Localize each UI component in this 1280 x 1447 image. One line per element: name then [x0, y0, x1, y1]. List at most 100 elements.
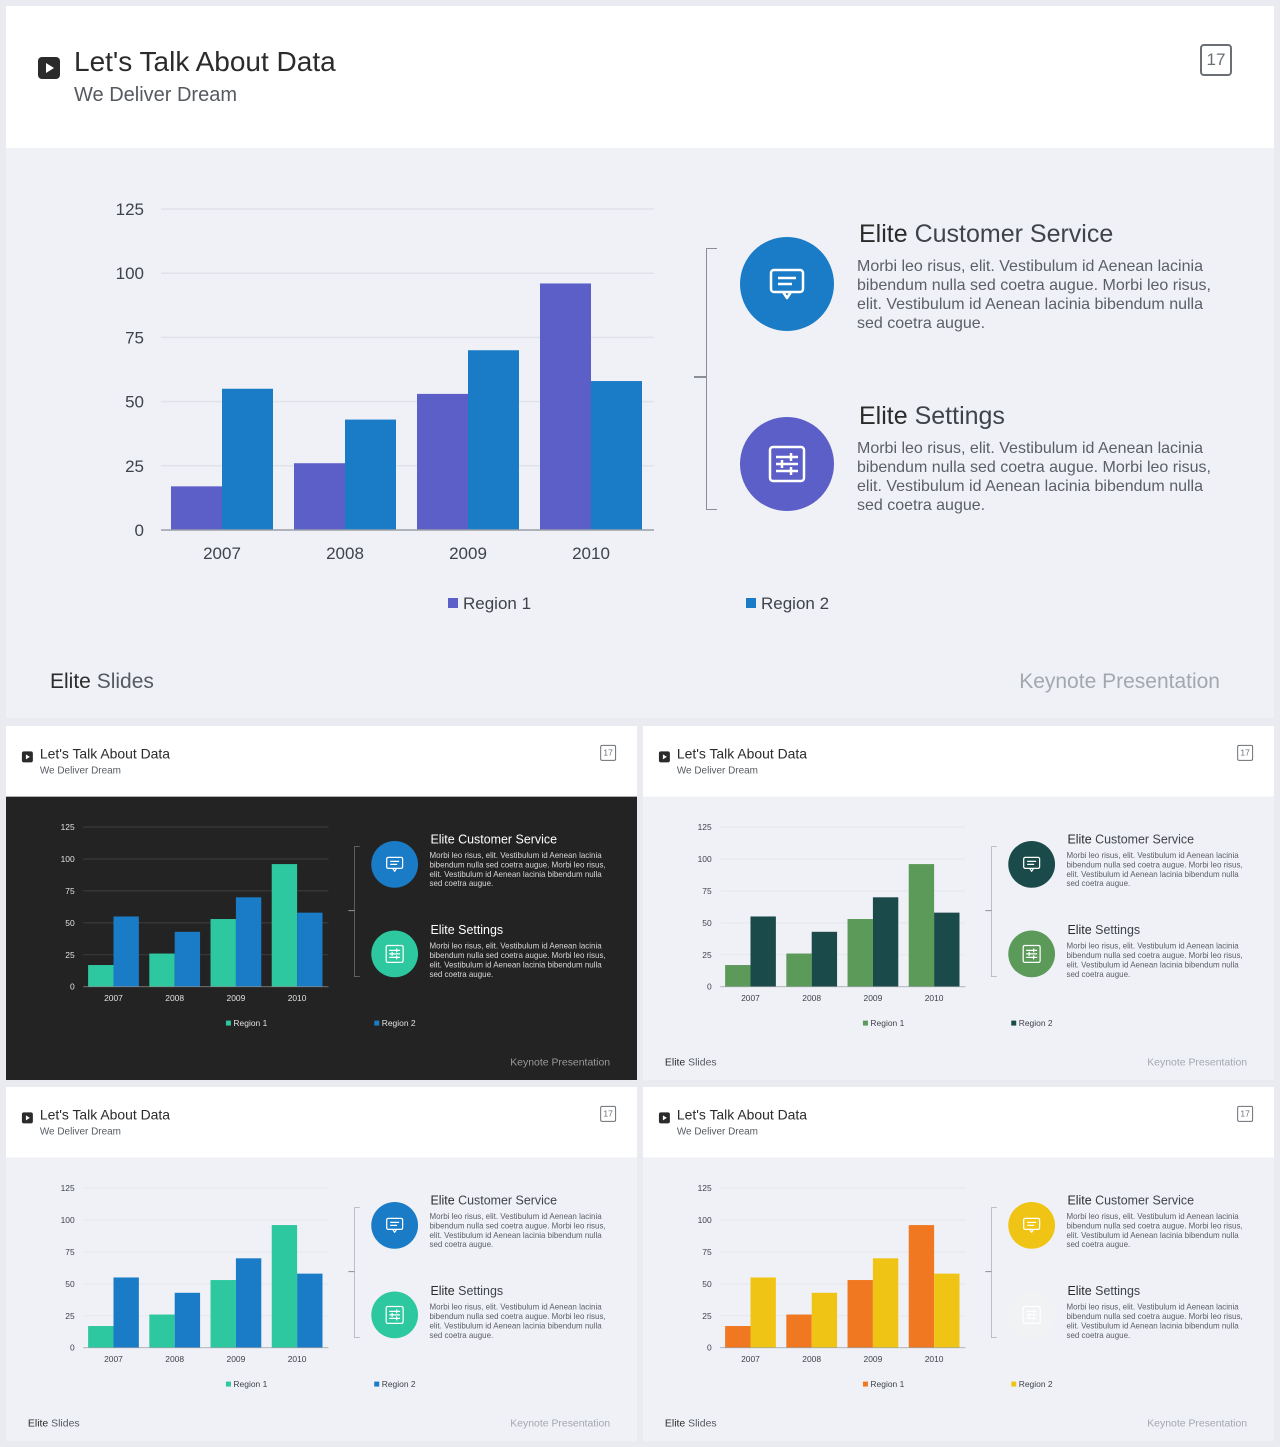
legend-label: Region 2: [1018, 1018, 1053, 1029]
y-tick-label: 75: [125, 328, 144, 347]
x-tick-label: 2009: [864, 1354, 883, 1364]
slide-canvas: Let's Talk About Data We Deliver Dream 1…: [643, 726, 1274, 1080]
bar-1-2010: [908, 864, 935, 987]
feature-title: Elite Settings: [1067, 923, 1140, 937]
y-tick-label: 0: [135, 521, 144, 540]
bar-1-2010: [271, 864, 298, 987]
brand-name: Elite Slides: [50, 670, 154, 694]
legend-item-region-2: Region 2: [1011, 1379, 1053, 1390]
feature-title-light: Customer Service: [458, 1193, 558, 1208]
feature-text: Morbi leo risus, elit. Vestibulum id Aen…: [429, 1212, 606, 1250]
message-icon: [769, 268, 805, 300]
feature-title: Elite Settings: [859, 402, 1005, 431]
bar-2-2008: [345, 419, 396, 530]
feature-title: Elite Customer Service: [1067, 1193, 1194, 1207]
y-tick-label: 75: [702, 886, 712, 896]
bar-1-2009: [847, 919, 873, 987]
slide-header: Let's Talk About Data We Deliver Dream 1…: [6, 1087, 637, 1158]
feature-title: Elite Settings: [1067, 1284, 1140, 1298]
bar-2-2007: [113, 916, 139, 987]
feature-text: Morbi leo risus, elit. Vestibulum id Aen…: [857, 258, 1211, 332]
footer-caption: Keynote Presentation: [510, 1056, 611, 1068]
legend-swatch: [1011, 1381, 1017, 1387]
legend-swatch: [862, 1020, 868, 1026]
feature-title-bold: Elite: [1067, 832, 1092, 847]
feature-icon-circle: [740, 237, 834, 331]
bracket-divider: [991, 846, 997, 977]
x-tick-label: 2007: [104, 993, 123, 1003]
feature-icon-circle: [1008, 840, 1056, 888]
x-tick-label: 2008: [165, 1354, 184, 1364]
legend-label: Region 1: [870, 1379, 905, 1390]
bar-2-2008: [811, 931, 838, 987]
slide-light-teal[interactable]: Let's Talk About Data We Deliver Dream 1…: [6, 1087, 637, 1441]
slide-canvas: Let's Talk About Data We Deliver Dream 1…: [6, 1087, 637, 1441]
legend-label: Region 2: [1018, 1379, 1053, 1390]
feature-title-bold: Elite: [1067, 1193, 1092, 1208]
bracket-tick: [694, 376, 706, 378]
bar-1-2010: [271, 1225, 298, 1348]
legend-item-region-2: Region 2: [374, 1019, 416, 1029]
brand-light: Slides: [688, 1417, 717, 1429]
x-tick-label: 2009: [449, 544, 487, 563]
x-tick-label: 2007: [203, 544, 241, 563]
bar-chart: 0 25 50 75 100 125 2007 2008 2009 2010: [116, 200, 654, 563]
brand-bold: Elite: [664, 1417, 686, 1429]
y-tick-label: 25: [702, 1311, 712, 1321]
bar-2-2009: [235, 1258, 262, 1348]
legend-swatch: [225, 1381, 231, 1387]
bar-2-2007: [113, 1277, 139, 1348]
x-tick-label: 2008: [326, 544, 364, 563]
x-tick-label: 2010: [288, 993, 307, 1003]
feature-text: Morbi leo risus, elit. Vestibulum id Aen…: [1066, 1302, 1243, 1340]
feature-title-bold: Elite: [859, 220, 908, 248]
x-tick-label: 2010: [925, 1354, 944, 1364]
feature-text: Morbi leo risus, elit. Vestibulum id Aen…: [1066, 851, 1243, 889]
feature-title-bold: Elite: [430, 1284, 455, 1298]
page-number-badge: 17: [1237, 1105, 1254, 1122]
slide-title: Let's Talk About Data: [74, 46, 336, 77]
bracket-tick: [348, 1271, 355, 1272]
feature-title: Elite Customer Service: [859, 220, 1113, 249]
bar-chart: 0 25 50 75 100 125 2007 2008 2009 2010: [61, 1183, 329, 1364]
legend-label: Region 1: [870, 1018, 905, 1029]
x-tick-label: 2009: [864, 993, 883, 1003]
slide-green[interactable]: Let's Talk About Data We Deliver Dream 1…: [643, 726, 1274, 1080]
feature-icon-circle: [371, 1291, 419, 1339]
legend-item-region-1: Region 1: [448, 594, 531, 614]
bar-1-2008: [786, 1314, 812, 1348]
feature-title: Elite Settings: [430, 923, 503, 937]
y-tick-label: 100: [116, 264, 144, 283]
sliders-icon: [768, 445, 806, 483]
footer-caption: Keynote Presentation: [1147, 1417, 1248, 1429]
legend-swatch: [862, 1381, 868, 1387]
x-tick-label: 2007: [741, 1354, 760, 1364]
legend-label: Region 1: [463, 594, 532, 613]
brand-name: Elite Slides: [665, 1056, 717, 1068]
bar-1-2009: [417, 393, 468, 530]
bar-1-2008: [149, 1314, 175, 1348]
bar-2-2008: [174, 1292, 201, 1348]
slide-dark-teal[interactable]: Let's Talk About Data We Deliver Dream 1…: [6, 726, 637, 1080]
bar-1-2009: [210, 919, 236, 987]
legend-item-region-1: Region 1: [862, 1379, 905, 1390]
x-tick-label: 2008: [802, 993, 821, 1003]
bar-chart: 0 25 50 75 100 125 2007 2008 2009 2010: [698, 822, 966, 1003]
bar-1-2007: [88, 965, 114, 987]
bar-2-2007: [222, 388, 273, 530]
sliders-icon: [1022, 944, 1041, 963]
slide-title: Let's Talk About Data: [39, 745, 171, 762]
bar-2-2008: [174, 931, 201, 987]
bracket-divider: [354, 1207, 360, 1338]
bar-1-2008: [149, 953, 175, 987]
bar-2-2010: [297, 912, 323, 987]
slide-blue-purple[interactable]: Let's Talk About Data We Deliver Dream 1…: [6, 6, 1274, 718]
slide-canvas: Let's Talk About Data We Deliver Dream 1…: [6, 6, 1274, 718]
slide-orange-yellow[interactable]: Let's Talk About Data We Deliver Dream 1…: [643, 1087, 1274, 1441]
bar-2-2010: [591, 381, 642, 530]
footer-caption: Keynote Presentation: [1019, 670, 1220, 693]
x-tick-label: 2008: [165, 993, 184, 1003]
x-tick-label: 2007: [104, 1354, 123, 1364]
bar-2-2009: [468, 350, 519, 530]
slide-subtitle: We Deliver Dream: [676, 1125, 758, 1137]
